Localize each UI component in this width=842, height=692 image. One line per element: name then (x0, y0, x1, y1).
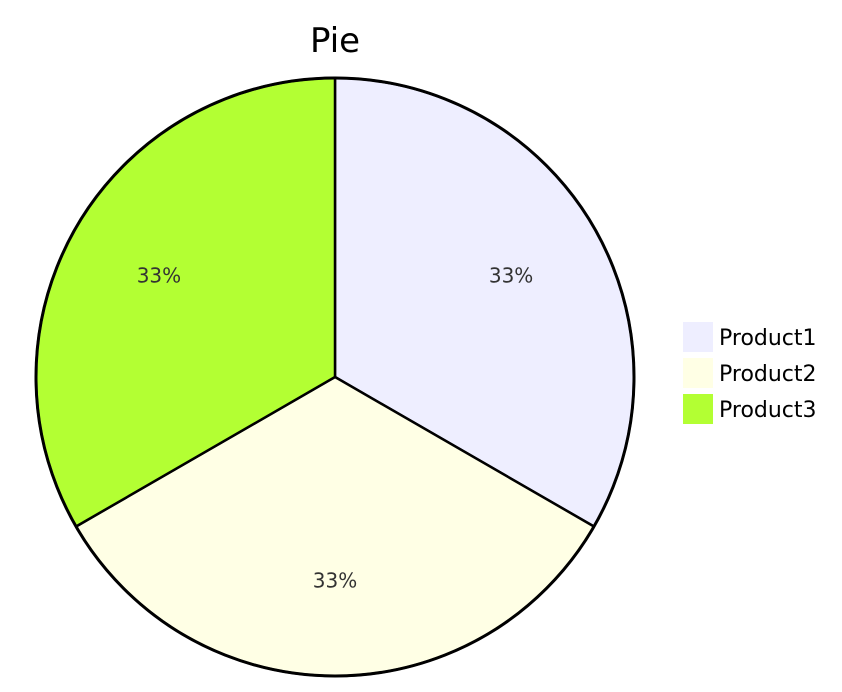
legend-item-product3: Product3 (683, 394, 817, 424)
legend: Product1 Product2 Product3 (683, 322, 817, 424)
slice-label-product2: 33% (313, 568, 357, 592)
chart-title: Pie (310, 21, 360, 61)
legend-swatch-product3 (683, 394, 713, 424)
slice-label-product3: 33% (137, 263, 181, 287)
legend-label-product1: Product1 (719, 326, 817, 351)
pie-slice-labels: 33% 33% 33% (137, 263, 534, 592)
legend-swatch-product1 (683, 322, 713, 352)
pie-outline (34, 76, 636, 678)
slice-label-product1: 33% (489, 263, 533, 287)
legend-label-product2: Product2 (719, 362, 817, 387)
legend-label-product3: Product3 (719, 398, 817, 423)
legend-swatch-product2 (683, 358, 713, 388)
legend-item-product1: Product1 (683, 322, 817, 352)
legend-item-product2: Product2 (683, 358, 817, 388)
pie-slices (34, 76, 636, 678)
